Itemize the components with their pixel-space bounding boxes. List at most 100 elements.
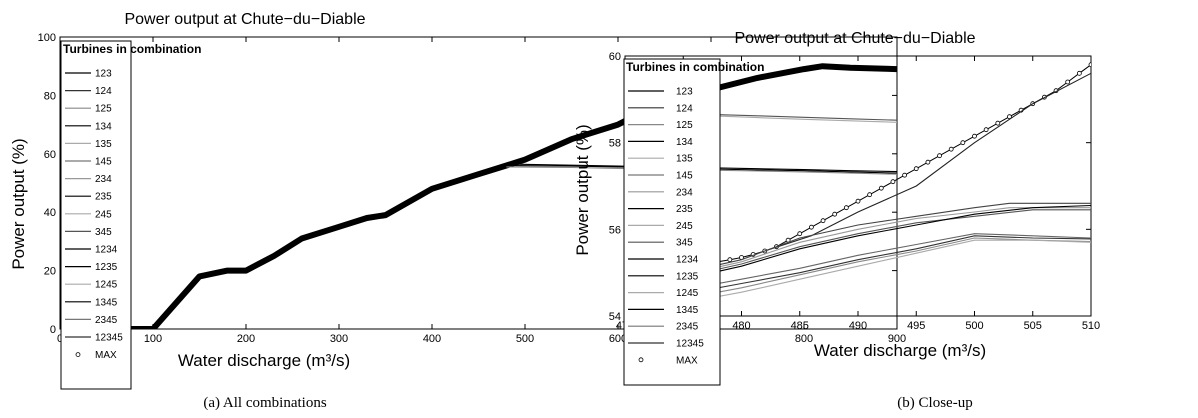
legend-label: 134	[95, 121, 112, 132]
max-point	[727, 257, 733, 263]
y-tick-label: 40	[44, 207, 56, 219]
legend-label: 235	[95, 192, 112, 203]
y-tick-label: 58	[609, 138, 621, 150]
legend-label: 1345	[95, 297, 118, 308]
legend-label: 125	[676, 120, 693, 131]
legend-box	[60, 40, 132, 390]
max-point	[878, 185, 884, 191]
max-point	[983, 127, 989, 133]
x-tick-label: 400	[423, 333, 441, 345]
legend-label: 245	[95, 209, 112, 220]
y-tick-label: 60	[44, 149, 56, 161]
max-point	[820, 218, 826, 224]
legend-label: 12345	[676, 339, 704, 350]
legend-label: 124	[676, 103, 693, 114]
legend-label: MAX	[676, 355, 698, 366]
legend-label: 1234	[95, 245, 118, 256]
x-tick-label: 495	[907, 320, 925, 332]
panel-b-ylabel: Power output (%)	[573, 124, 592, 255]
x-tick-label: 100	[144, 333, 162, 345]
x-tick-label: 500	[516, 333, 534, 345]
max-point	[843, 205, 849, 211]
panel-a-caption: (a) All combinations	[203, 395, 326, 411]
max-point	[797, 231, 803, 237]
x-tick-label: 800	[795, 333, 813, 345]
legend-label: 1245	[95, 280, 118, 291]
legend-label: 2345	[95, 315, 118, 326]
panel-a-title: Power output at Chute−du−Diable	[124, 11, 365, 28]
max-point	[972, 133, 977, 139]
legend-label: 135	[95, 139, 112, 150]
y-tick-label: 60	[609, 51, 621, 63]
legend-label: 135	[676, 154, 693, 165]
max-point	[937, 153, 942, 159]
panel-a-plot-area: 0100200300400500600700800900020406080100	[38, 32, 907, 345]
max-point	[809, 224, 814, 230]
max-point	[890, 179, 896, 185]
panel-b-xlabel: Water discharge (m³/s)	[814, 341, 986, 360]
panel-a: Power output at Chute−du−Diable Power ou…	[9, 11, 906, 411]
legend-label: 245	[676, 221, 693, 232]
plot-frame	[59, 36, 898, 330]
y-tick-label: 100	[38, 32, 56, 44]
series-layer	[60, 63, 897, 329]
legend-marker-max	[75, 352, 81, 358]
legend-label: 1345	[676, 305, 699, 316]
legend-label: 1234	[676, 255, 699, 266]
y-tick-label: 56	[609, 224, 621, 236]
x-tick-label: 0	[57, 333, 63, 345]
y-tick-label: 54	[609, 311, 621, 323]
y-tick-label: 20	[44, 266, 56, 278]
max-point	[832, 211, 838, 217]
legend-label: 125	[95, 104, 112, 115]
x-tick-label: 510	[1082, 320, 1100, 332]
legend-title: Turbines in combination	[63, 42, 201, 56]
series-max-line	[60, 63, 897, 329]
legend-label: MAX	[95, 350, 117, 361]
max-point	[1088, 62, 1091, 68]
panel-b-title: Power output at Chute−du−Diable	[734, 30, 975, 47]
legend-label: 345	[95, 227, 112, 238]
x-tick-label: 200	[237, 333, 255, 345]
panel-a-legend: Turbines in combination 123 124 125 134 135 14…	[60, 40, 201, 390]
legend-label: 12345	[95, 333, 123, 344]
legend-label: 234	[676, 187, 693, 198]
legend-label: 1235	[95, 262, 118, 273]
legend-label: 123	[95, 69, 112, 80]
legend-box	[623, 58, 721, 386]
legend-label: 124	[95, 86, 112, 97]
legend-label: 134	[676, 137, 693, 148]
legend-label: 1245	[676, 288, 699, 299]
legend-label: 145	[676, 171, 693, 182]
x-tick-label: 900	[888, 333, 906, 345]
max-point	[925, 159, 931, 165]
legend-label: 1235	[676, 271, 699, 282]
legend-label: 345	[676, 238, 693, 249]
legend-label: 234	[95, 174, 112, 185]
legend-marker-max	[638, 357, 644, 363]
max-point	[995, 120, 1001, 126]
legend-label: 2345	[676, 322, 699, 333]
panel-a-xlabel: Water discharge (m³/s)	[178, 351, 350, 370]
max-point	[902, 172, 907, 178]
legend-label: 123	[676, 87, 693, 98]
x-tick-label: 500	[965, 320, 983, 332]
x-tick-label: 505	[1024, 320, 1042, 332]
max-point	[1065, 79, 1071, 85]
legend-title: Turbines in combination	[626, 60, 764, 74]
x-tick-label: 600	[609, 333, 627, 345]
max-point	[913, 166, 919, 172]
max-point	[855, 198, 861, 204]
legend-label: 235	[676, 204, 693, 215]
y-tick-label: 80	[44, 90, 56, 102]
panel-b-caption: (b) Close-up	[897, 395, 972, 411]
panel-b-legend: Turbines in combination 123 124 125 134 135 14…	[623, 58, 764, 386]
x-tick-label: 490	[849, 320, 867, 332]
panel-b: Power output at Chute−du−Diable Power ou…	[573, 30, 1100, 411]
max-point	[948, 146, 954, 152]
x-tick-label: 485	[791, 320, 809, 332]
x-tick-label: 480	[732, 320, 750, 332]
max-point	[960, 140, 966, 146]
y-tick-label: 0	[50, 324, 56, 336]
